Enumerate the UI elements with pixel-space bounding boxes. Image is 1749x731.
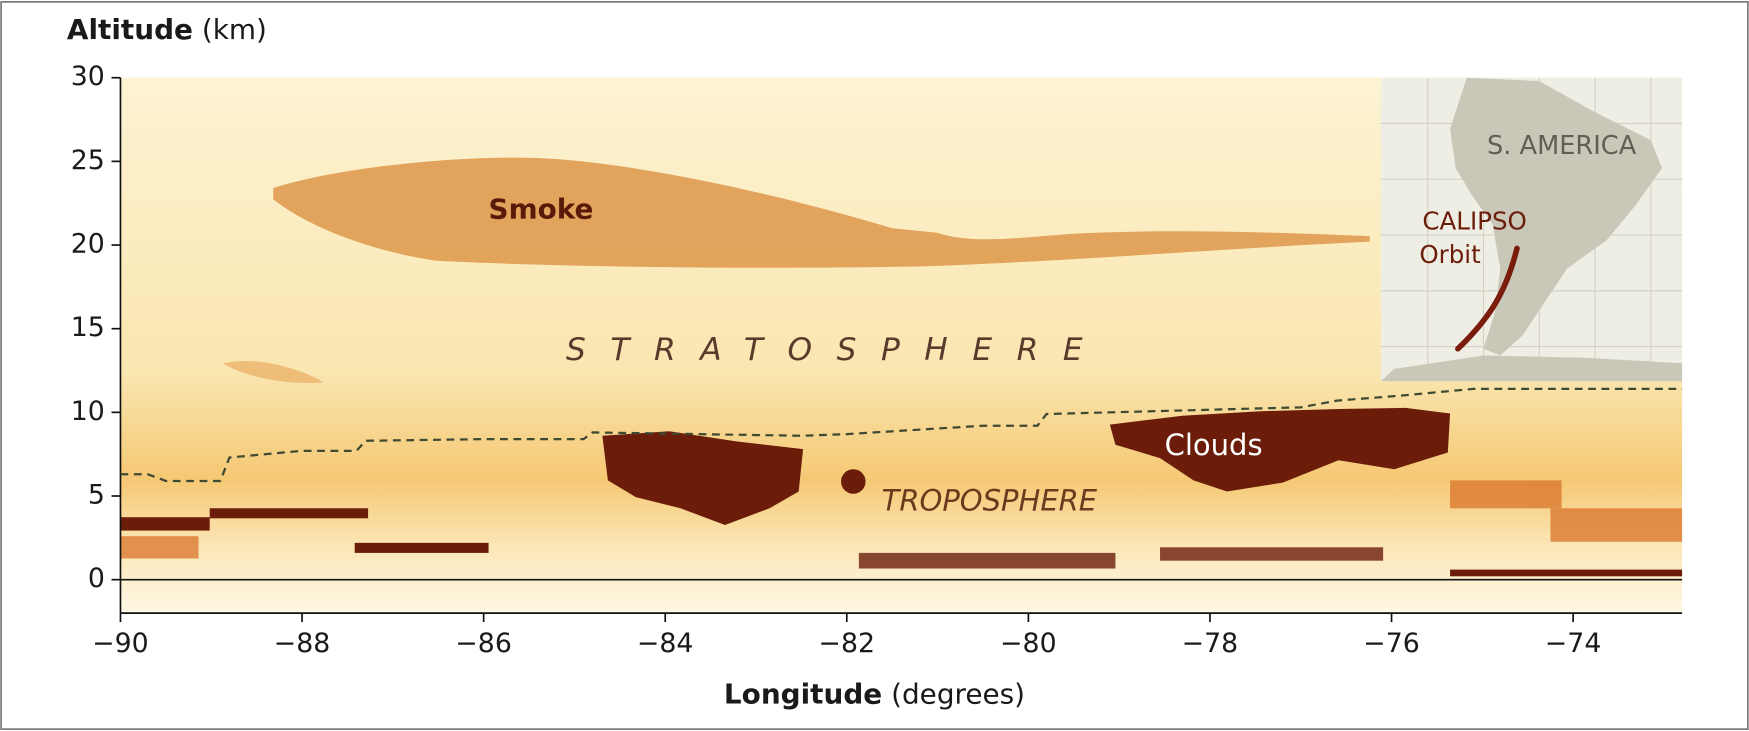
annotation: S. AMERICA [1487,131,1637,161]
x-tick-label: −76 [1363,628,1420,659]
orbit-track [1455,245,1520,352]
y-tick-label: 25 [71,145,105,176]
lower-aerosol [120,480,1683,559]
y-tick-label: 5 [88,480,105,511]
annotation: STRATOSPHERE [566,332,1107,368]
inset-map [1380,77,1683,382]
x-tick-label: −80 [1000,628,1057,659]
annotation: Orbit [1419,240,1481,269]
x-axis-unit: (degrees) [891,678,1025,711]
antarctica [1380,355,1683,382]
y-axis-unit: (km) [202,13,267,46]
y-tick-label: 30 [71,61,105,92]
clouds [120,407,1683,577]
annotation: Clouds [1165,428,1263,462]
annotation: CALIPSO [1422,207,1526,236]
x-tick-label: −84 [637,628,694,659]
x-tick-label: −88 [274,628,331,659]
y-axis-label: Altitude [67,13,193,46]
x-tick-label: −86 [455,628,512,659]
y-tick-label: 0 [88,563,105,594]
y-axis-title: Altitude (km) [67,13,267,46]
x-tick-label: −90 [92,628,149,659]
y-tick-label: 10 [71,396,105,427]
smoke-plume [273,157,1370,268]
x-tick-label: −82 [819,628,876,659]
aerosol-patch [223,360,324,384]
x-tick-label: −74 [1545,628,1602,659]
annotation: Smoke [489,192,594,225]
x-axis-title: Longitude (degrees) [724,678,1025,711]
x-axis-label: Longitude [724,678,882,711]
tropopause-line [120,387,1683,483]
y-tick-label: 20 [71,229,105,260]
annotation: TROPOSPHERE [882,484,1098,518]
x-tick-label: −78 [1182,628,1239,659]
y-tick-label: 15 [71,312,105,343]
